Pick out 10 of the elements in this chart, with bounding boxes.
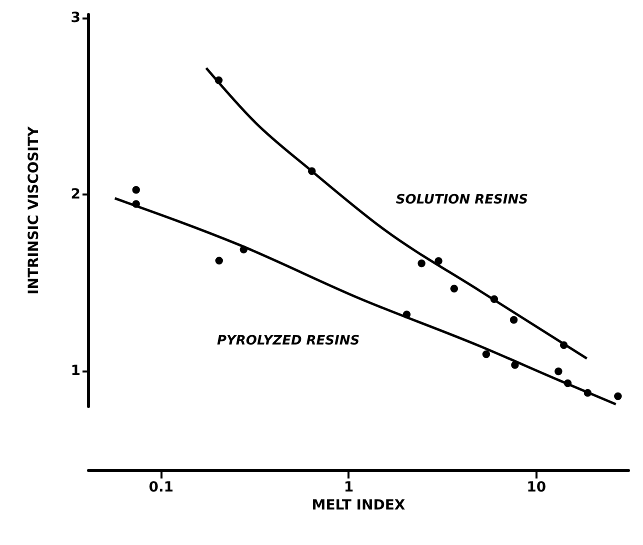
- x-tick-label: 0.1: [148, 480, 174, 496]
- x-tick-label: 1: [344, 480, 354, 496]
- text: PYROLYZED RESINS: [216, 333, 360, 348]
- y-tick-label: 2: [70, 186, 80, 203]
- x-axis-title: MELT INDEX: [312, 498, 406, 514]
- y-tick-label: 3: [70, 10, 80, 26]
- y-tick-label: 1: [70, 363, 80, 380]
- series-label: SOLUTION RESINS: [396, 192, 528, 208]
- y-axis-title: INTRINSIC VISCOSITY: [26, 126, 42, 294]
- x-tick-label: 10: [526, 480, 546, 496]
